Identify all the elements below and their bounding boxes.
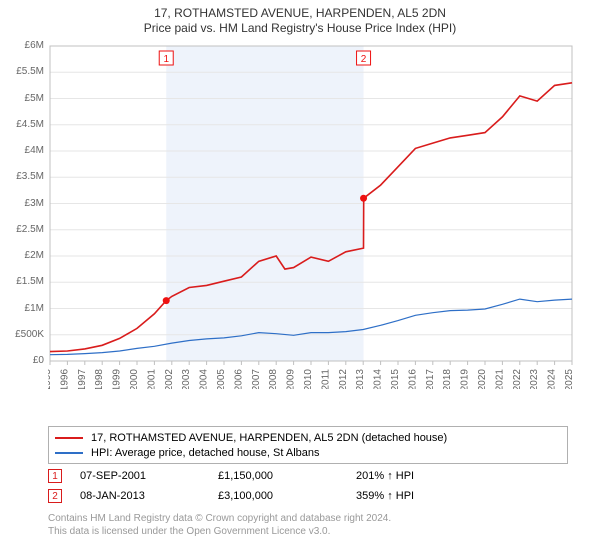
y-tick-label: £1.5M	[16, 276, 44, 287]
chart-plot-area: 1 2 1995 1996 1997 1998 1999 2000 2001 2002 2003 20…	[48, 44, 578, 389]
svg-text:2020: 2020	[477, 369, 488, 389]
legend-label: 17, ROTHAMSTED AVENUE, HARPENDEN, AL5 2D…	[91, 432, 447, 444]
sale-date: 08-JAN-2013	[80, 490, 180, 502]
sale-date: 07-SEP-2001	[80, 470, 180, 482]
chart-container: 17, ROTHAMSTED AVENUE, HARPENDEN, AL5 2D…	[0, 0, 600, 560]
svg-text:2016: 2016	[407, 369, 418, 389]
svg-text:1: 1	[163, 54, 169, 65]
chart-subtitle: Price paid vs. HM Land Registry's House …	[0, 21, 600, 35]
sale-price: £1,150,000	[218, 470, 318, 482]
svg-text:2009: 2009	[286, 369, 297, 389]
legend-item-property: 17, ROTHAMSTED AVENUE, HARPENDEN, AL5 2D…	[55, 430, 561, 445]
svg-text:1998: 1998	[94, 369, 105, 389]
y-tick-label: £4M	[25, 145, 44, 156]
svg-text:2005: 2005	[216, 369, 227, 389]
svg-text:2001: 2001	[146, 369, 157, 389]
svg-text:2002: 2002	[164, 369, 175, 389]
copyright-line: This data is licensed under the Open Gov…	[48, 525, 391, 538]
copyright-line: Contains HM Land Registry data © Crown c…	[48, 512, 391, 525]
svg-text:2000: 2000	[129, 369, 140, 389]
sale-row-1: 1 07-SEP-2001 £1,150,000 201% ↑ HPI	[48, 466, 568, 486]
legend: 17, ROTHAMSTED AVENUE, HARPENDEN, AL5 2D…	[48, 426, 568, 464]
svg-text:2022: 2022	[512, 369, 523, 389]
svg-text:2015: 2015	[390, 369, 401, 389]
svg-text:2023: 2023	[529, 369, 540, 389]
copyright: Contains HM Land Registry data © Crown c…	[48, 512, 391, 538]
y-tick-label: £5M	[25, 93, 44, 104]
svg-text:1997: 1997	[77, 369, 88, 389]
svg-text:2024: 2024	[547, 369, 558, 389]
chart-title: 17, ROTHAMSTED AVENUE, HARPENDEN, AL5 2D…	[0, 6, 600, 20]
title-area: 17, ROTHAMSTED AVENUE, HARPENDEN, AL5 2D…	[0, 0, 600, 37]
y-tick-label: £0	[33, 355, 44, 366]
y-tick-label: £5.5M	[16, 66, 44, 77]
y-tick-label: £2.5M	[16, 224, 44, 235]
legend-swatch-property	[55, 437, 83, 439]
svg-text:1999: 1999	[112, 369, 123, 389]
y-tick-label: £3M	[25, 198, 44, 209]
sale-marker-1: 1	[48, 469, 62, 483]
chart-svg: 1 2 1995 1996 1997 1998 1999 2000 2001 2002 2003 20…	[48, 44, 578, 389]
svg-text:2013: 2013	[355, 369, 366, 389]
svg-text:2025: 2025	[564, 369, 575, 389]
svg-text:2006: 2006	[233, 369, 244, 389]
svg-text:2012: 2012	[338, 369, 349, 389]
svg-text:2007: 2007	[251, 369, 262, 389]
y-tick-label: £6M	[25, 40, 44, 51]
svg-text:2021: 2021	[494, 369, 505, 389]
svg-text:2014: 2014	[373, 369, 384, 389]
svg-text:2011: 2011	[320, 369, 331, 389]
sale-price: £3,100,000	[218, 490, 318, 502]
legend-item-hpi: HPI: Average price, detached house, St A…	[55, 445, 561, 460]
legend-swatch-hpi	[55, 452, 83, 454]
y-tick-label: £1M	[25, 303, 44, 314]
svg-text:2010: 2010	[303, 369, 314, 389]
svg-text:2004: 2004	[199, 369, 210, 389]
y-tick-label: £4.5M	[16, 119, 44, 130]
svg-text:2: 2	[361, 54, 367, 65]
sales-list: 1 07-SEP-2001 £1,150,000 201% ↑ HPI 2 08…	[48, 466, 568, 506]
svg-text:1996: 1996	[59, 369, 70, 389]
legend-label: HPI: Average price, detached house, St A…	[91, 447, 320, 459]
y-tick-label: £2M	[25, 250, 44, 261]
sale-marker-2: 2	[48, 489, 62, 503]
sale-delta: 359% ↑ HPI	[356, 490, 414, 502]
sale-row-2: 2 08-JAN-2013 £3,100,000 359% ↑ HPI	[48, 486, 568, 506]
svg-text:2003: 2003	[181, 369, 192, 389]
svg-text:2019: 2019	[460, 369, 471, 389]
y-tick-label: £3.5M	[16, 171, 44, 182]
svg-text:2017: 2017	[425, 369, 436, 389]
svg-text:2008: 2008	[268, 369, 279, 389]
sale-delta: 201% ↑ HPI	[356, 470, 414, 482]
svg-text:1995: 1995	[48, 369, 53, 389]
y-tick-label: £500K	[15, 329, 44, 340]
svg-text:2018: 2018	[442, 369, 453, 389]
